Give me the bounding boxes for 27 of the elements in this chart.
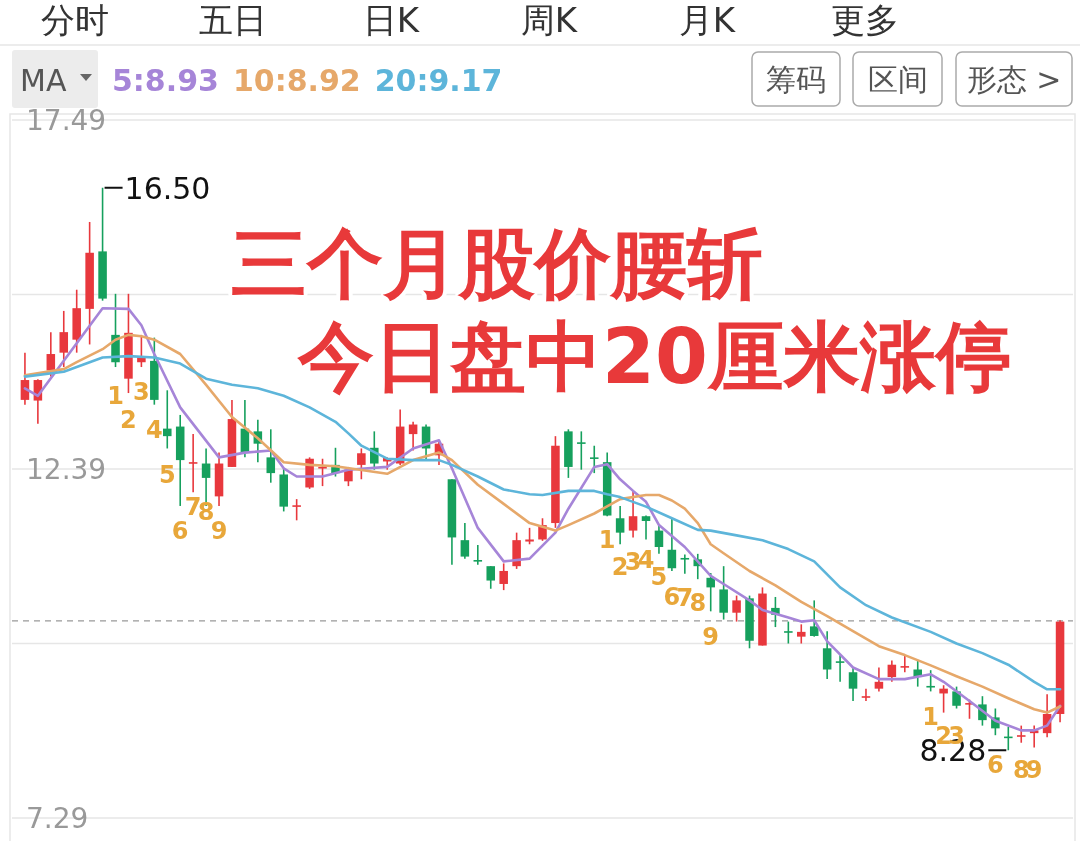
text: 区间	[867, 62, 928, 97]
annotation: 3	[133, 377, 150, 406]
annotation: 8	[1012, 755, 1030, 784]
text: 筹码	[766, 62, 826, 97]
text: 形态 >	[966, 62, 1062, 97]
text: 周K	[520, 0, 579, 40]
annotation: 16.50	[124, 170, 211, 206]
text: 今日盘中20厘米涨停	[297, 312, 1012, 401]
annotation: 6	[171, 516, 189, 545]
text: 日K	[362, 0, 421, 40]
text: 分时	[41, 0, 109, 40]
y-tick-label: 12.39	[26, 453, 107, 486]
annotation: 4	[145, 415, 163, 444]
y-tick-label: 17.49	[26, 104, 107, 137]
text: 三个月股价腰斩	[231, 219, 763, 308]
annotation: 5	[158, 461, 176, 490]
text: 更多	[831, 0, 899, 40]
annotation: 9	[702, 622, 720, 651]
y-tick-label: 7.29	[26, 802, 89, 835]
text: 月K	[678, 0, 737, 40]
annotation: 6	[987, 750, 1004, 779]
annotation: 1	[598, 526, 616, 555]
text: 5:8.93	[112, 63, 219, 98]
text: 10:8.92	[232, 63, 361, 98]
text: 20:9.17	[374, 63, 503, 98]
text: 五日	[199, 0, 267, 40]
legend-title: MA	[20, 63, 67, 98]
